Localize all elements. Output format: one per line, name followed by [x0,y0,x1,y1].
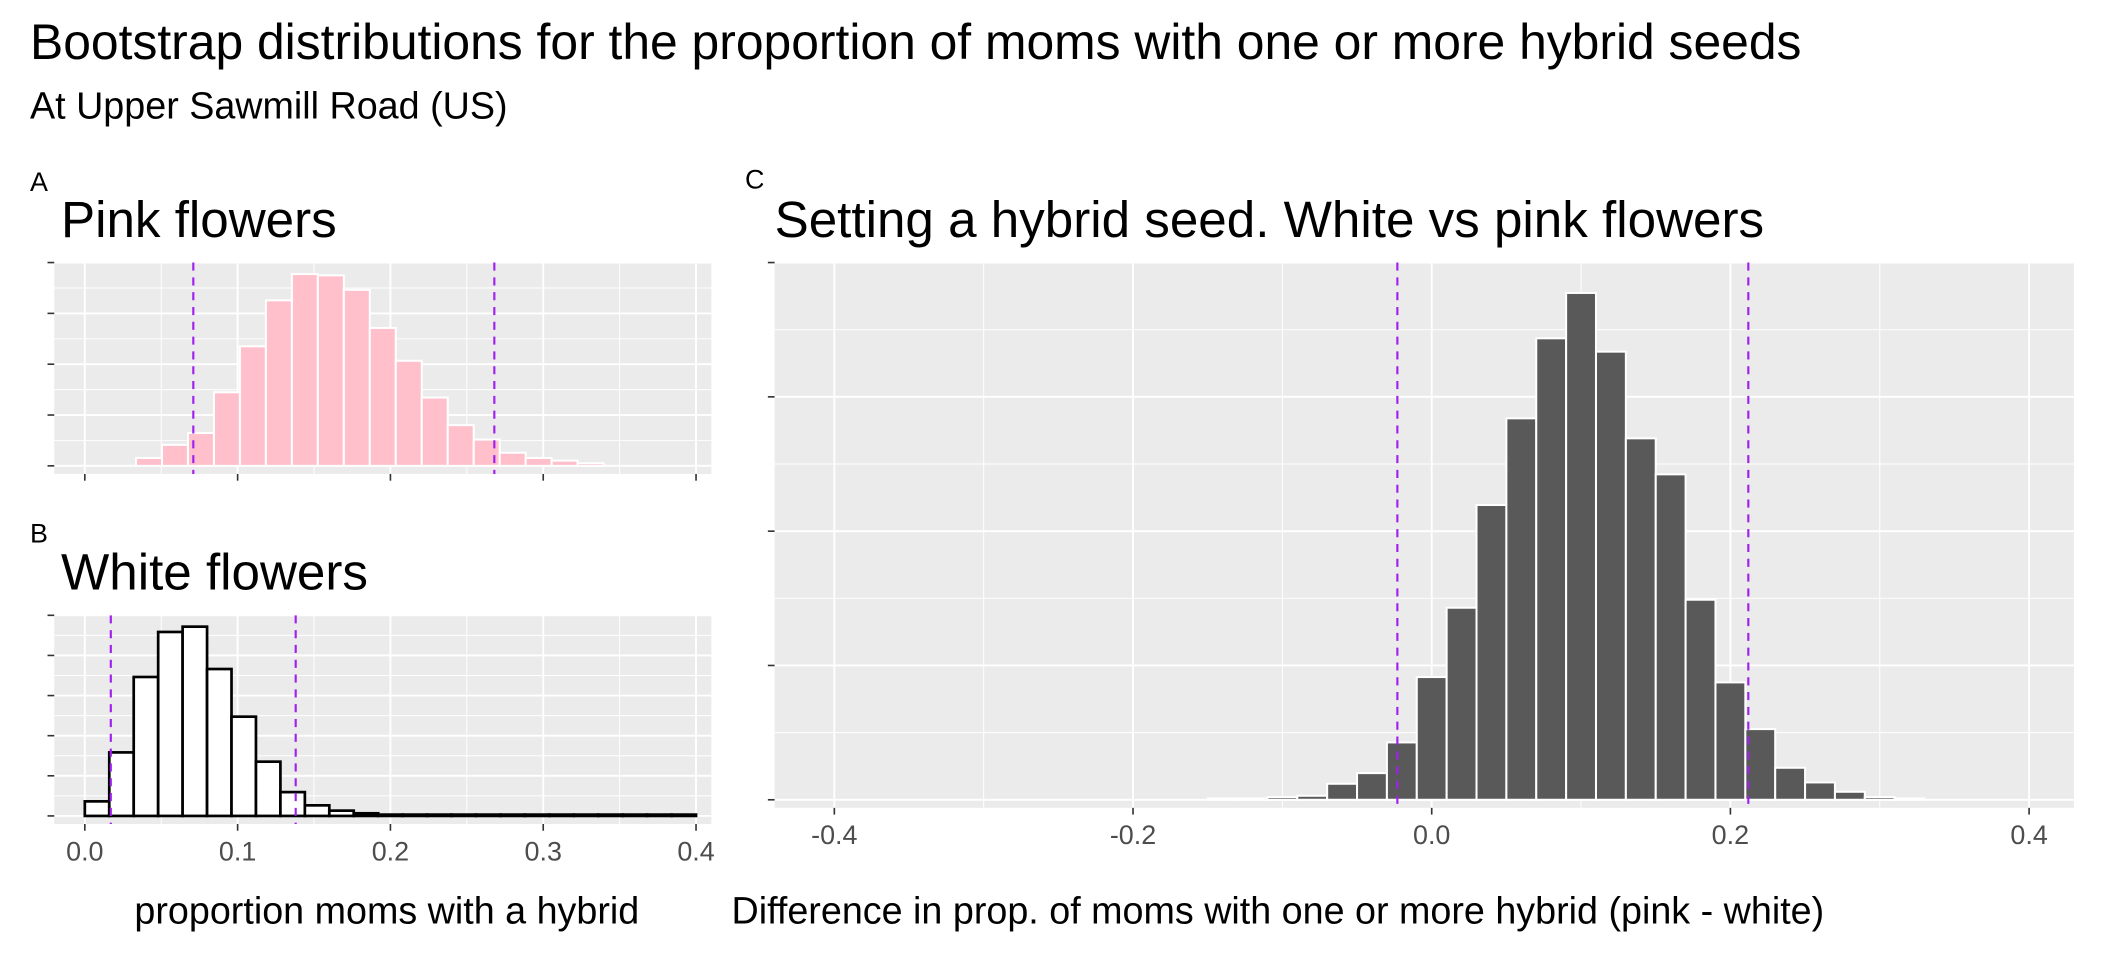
histogram-bar [550,459,579,467]
panel-b-tag: B [30,519,48,549]
histogram-bar [474,813,502,818]
histogram-bar [238,345,267,467]
histogram-bar [1624,437,1657,801]
x-tick-label: 0.3 [525,836,562,866]
histogram-bar [254,760,282,818]
histogram-bar [420,396,449,467]
histogram-bar [596,813,625,818]
histogram-bar [499,813,527,818]
histogram-bar [264,299,293,467]
histogram-bar [446,424,475,467]
histogram-bar [205,667,233,818]
histogram-bar [394,359,423,467]
histogram-bar [572,813,600,818]
x-tick-label: 0.2 [1712,820,1749,850]
histogram-bar [1206,797,1239,801]
histogram-bar [1744,728,1777,801]
histogram-bar [523,813,551,818]
histogram-bar [1863,796,1896,801]
histogram-bar [107,751,136,818]
panel-b-xlabel: proportion moms with a hybrid [134,890,639,932]
histogram-bar [425,813,453,818]
histogram-bar [524,456,553,467]
histogram-bar [576,462,605,467]
x-tick-label: 0.4 [677,836,714,866]
panel-c: C Setting a hybrid seed. White vs pink f… [732,164,2074,932]
histogram-bar [621,813,649,818]
histogram-bar [279,790,307,818]
histogram-bar [181,625,209,818]
histogram-bar [645,813,673,818]
histogram-bar [83,800,111,818]
histogram-bar [186,432,215,467]
histogram-bar [1565,291,1598,801]
panel-c-title: Setting a hybrid seed. White vs pink flo… [775,191,1764,248]
histogram-bar [212,391,241,467]
histogram-bar [1296,794,1329,801]
panel-c-tag: C [745,164,764,194]
histogram-bar [547,813,576,818]
panel-c-xlabel: Difference in prop. of moms with one or … [732,890,1825,932]
panel-a-tag: A [30,167,48,197]
x-tick-label: -0.2 [1110,820,1156,850]
histogram-bar [1774,766,1807,801]
panel-b-title: White flowers [61,544,368,601]
histogram-bar [290,273,319,467]
histogram-bar [1714,681,1747,801]
figure-subtitle: At Upper Sawmill Road (US) [30,84,508,126]
histogram-bar [1385,741,1418,801]
histogram-bar [1833,790,1866,801]
panel-a: A Pink flowers [30,167,712,481]
histogram-bar [1804,781,1836,801]
histogram-bar [327,809,356,818]
panel-b: B White flowers 0.0 0.1 0.2 0.3 0.4 proporti… [30,519,715,932]
histogram-bar [368,326,397,467]
histogram-bar [1594,350,1627,801]
histogram-bar [316,274,345,467]
x-tick-label: 0.4 [2010,820,2047,850]
histogram-bar [376,813,404,818]
x-tick-label: -0.4 [811,820,857,850]
histogram-bar [670,813,698,818]
histogram-bar [342,288,371,467]
histogram-bar [135,456,163,467]
histogram-bar [1356,772,1388,801]
histogram-bar [1415,676,1448,801]
panel-a-title: Pink flowers [61,191,337,248]
histogram-bar [352,811,380,818]
histogram-bar [1684,598,1717,801]
histogram-bar [1505,417,1538,801]
x-tick-label: 0.0 [1413,820,1450,850]
x-tick-label: 0.1 [219,836,256,866]
histogram-bar [160,443,189,467]
histogram-bar [1326,782,1359,801]
histogram-bar [1893,797,1926,801]
histogram-bar [1475,504,1508,801]
histogram-bar [1654,473,1687,801]
histogram-bar [1445,606,1478,801]
x-tick-label: 0.2 [372,836,409,866]
histogram-bar [1266,796,1299,801]
x-tick-label: 0.0 [66,836,103,866]
histogram-bar [156,630,184,818]
histogram-bar [132,675,160,818]
histogram-bar [303,803,331,818]
histogram-bar [1535,337,1568,801]
histogram-bar [450,813,478,818]
histogram-bar [230,715,258,818]
figure-title: Bootstrap distributions for the proporti… [30,14,1801,70]
histogram-bar [472,438,501,467]
histogram-bar [498,451,527,467]
histogram-bar [401,813,429,818]
histogram-bar [1236,797,1269,801]
